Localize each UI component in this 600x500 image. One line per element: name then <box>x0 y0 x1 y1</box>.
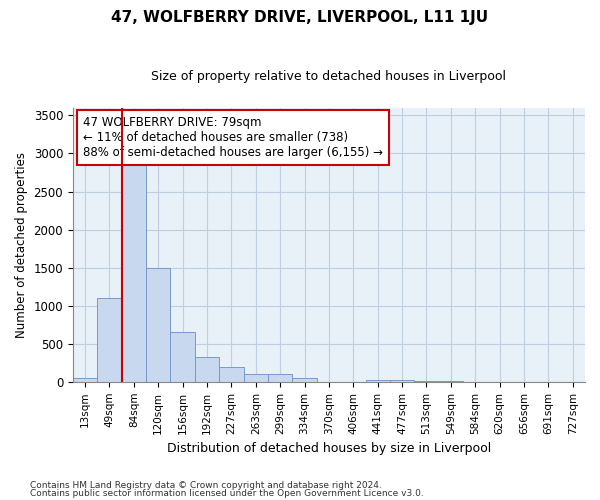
Text: Contains HM Land Registry data © Crown copyright and database right 2024.: Contains HM Land Registry data © Crown c… <box>30 480 382 490</box>
Bar <box>244 374 268 382</box>
Y-axis label: Number of detached properties: Number of detached properties <box>15 152 28 338</box>
Bar <box>390 380 415 382</box>
Bar <box>170 332 195 382</box>
Bar <box>219 366 244 382</box>
Bar <box>122 158 146 382</box>
Bar <box>97 298 122 382</box>
Text: Contains public sector information licensed under the Open Government Licence v3: Contains public sector information licen… <box>30 489 424 498</box>
Bar <box>365 380 390 382</box>
Bar <box>73 378 97 382</box>
Bar <box>268 374 292 382</box>
Bar <box>195 357 219 382</box>
Title: Size of property relative to detached houses in Liverpool: Size of property relative to detached ho… <box>151 70 506 83</box>
Bar <box>146 268 170 382</box>
Text: 47 WOLFBERRY DRIVE: 79sqm
← 11% of detached houses are smaller (738)
88% of semi: 47 WOLFBERRY DRIVE: 79sqm ← 11% of detac… <box>83 116 383 159</box>
X-axis label: Distribution of detached houses by size in Liverpool: Distribution of detached houses by size … <box>167 442 491 455</box>
Bar <box>292 378 317 382</box>
Text: 47, WOLFBERRY DRIVE, LIVERPOOL, L11 1JU: 47, WOLFBERRY DRIVE, LIVERPOOL, L11 1JU <box>112 10 488 25</box>
